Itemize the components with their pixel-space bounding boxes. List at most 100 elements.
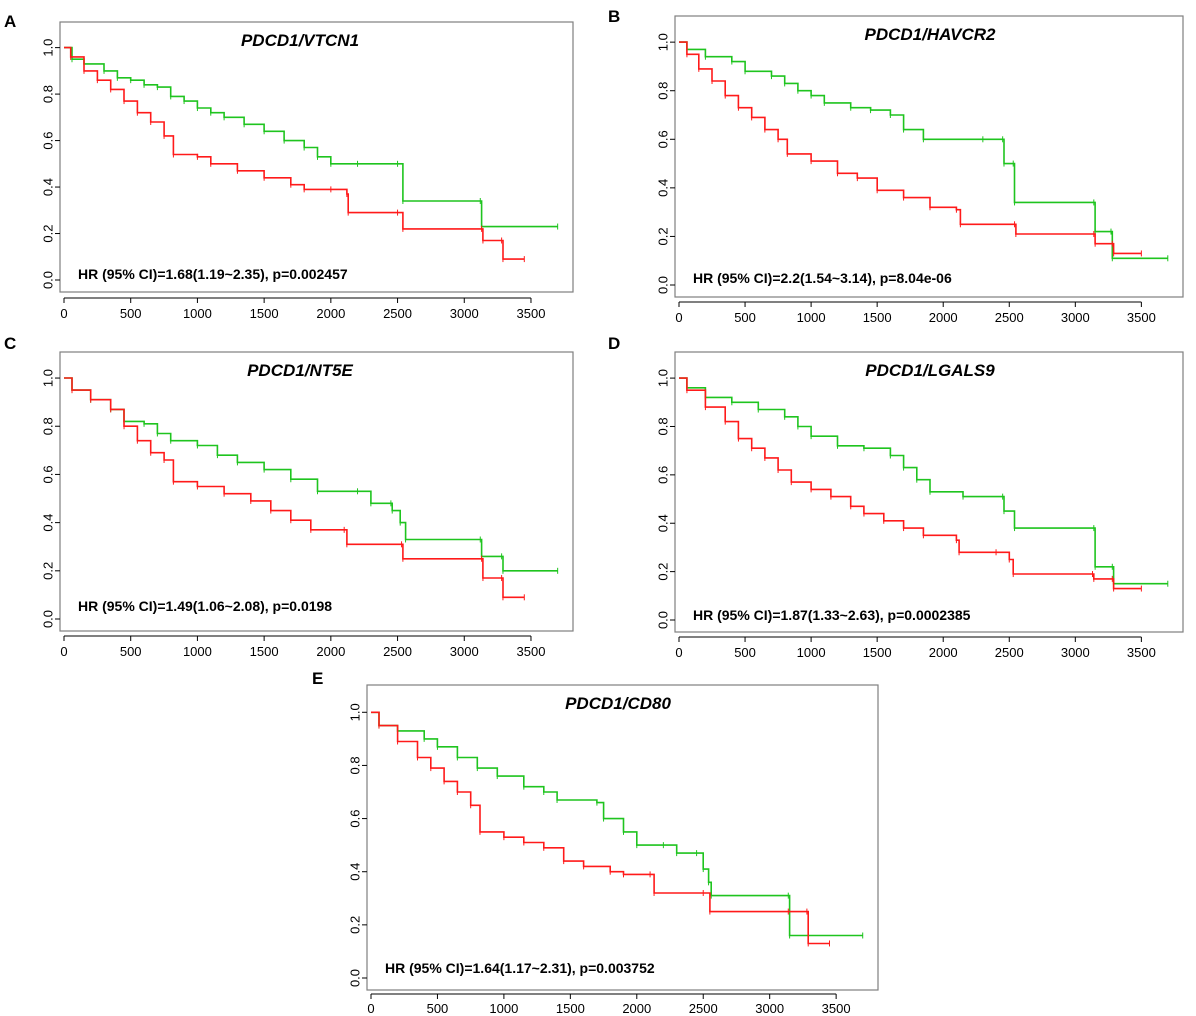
y-tick-label: 0.6 — [656, 130, 671, 148]
x-tick-label: 2000 — [316, 644, 345, 659]
y-tick-label: 1.0 — [41, 369, 56, 387]
y-tick-label: 0.2 — [656, 563, 671, 581]
x-tick-label: 1500 — [250, 644, 279, 659]
x-tick-label: 3500 — [517, 644, 546, 659]
plot-frame — [59, 21, 574, 293]
x-tick-label: 2000 — [929, 310, 958, 325]
y-tick-label: 0.0 — [656, 611, 671, 629]
y-tick-label: 0.6 — [348, 810, 363, 828]
y-tick-label: 0.0 — [348, 969, 363, 987]
x-tick-label: 500 — [427, 1001, 449, 1016]
y-tick-label: 0.2 — [348, 916, 363, 934]
y-tick-label: 0.8 — [656, 417, 671, 435]
y-tick-label: 0.2 — [656, 227, 671, 245]
x-tick-label: 0 — [60, 644, 67, 659]
y-tick-label: 0.0 — [41, 610, 56, 628]
x-tick-label: 2000 — [316, 306, 345, 321]
plot-title: PDCD1/NT5E — [247, 361, 353, 380]
x-tick-label: 3000 — [1061, 645, 1090, 660]
y-tick-label: 0.2 — [41, 224, 56, 242]
y-tick-label: 0.4 — [656, 179, 671, 197]
plot-title: PDCD1/HAVCR2 — [865, 25, 997, 44]
x-tick-label: 2500 — [995, 310, 1024, 325]
y-tick-label: 0.4 — [656, 514, 671, 532]
y-tick-label: 0.2 — [41, 562, 56, 580]
y-tick-label: 0.4 — [41, 178, 56, 196]
x-tick-label: 2500 — [689, 1001, 718, 1016]
x-tick-label: 1000 — [797, 645, 826, 660]
x-tick-label: 3500 — [822, 1001, 851, 1016]
x-tick-label: 1000 — [183, 306, 212, 321]
hr-annotation: HR (95% CI)=2.2(1.54~3.14), p=8.04e-06 — [693, 270, 952, 286]
panel-d: D PDCD1/LGALS9 0.0 0.2 0.4 0.6 0.8 1.0 0 500 1000 1… — [608, 334, 1184, 660]
y-tick-label: 1.0 — [656, 369, 671, 387]
x-tick-label: 1500 — [556, 1001, 585, 1016]
panel-letter: D — [608, 334, 620, 353]
hr-annotation: HR (95% CI)=1.87(1.33~2.63), p=0.0002385 — [693, 607, 971, 623]
x-tick-label: 2000 — [929, 645, 958, 660]
y-tick-label: 0.0 — [656, 276, 671, 294]
x-tick-label: 3500 — [1127, 310, 1156, 325]
hr-annotation: HR (95% CI)=1.49(1.06~2.08), p=0.0198 — [78, 598, 332, 614]
y-tick-label: 1.0 — [348, 703, 363, 721]
panel-a: A PDCD1/VTCN1 0.0 0.2 0.4 0.6 0.8 1.0 0 500 1000 15… — [4, 12, 574, 321]
plot-title: PDCD1/LGALS9 — [865, 361, 995, 380]
x-tick-label: 1500 — [250, 306, 279, 321]
x-tick-label: 1000 — [183, 644, 212, 659]
x-tick-label: 0 — [60, 306, 67, 321]
x-tick-label: 1000 — [797, 310, 826, 325]
y-tick-label: 0.8 — [656, 82, 671, 100]
panel-letter: C — [4, 334, 16, 353]
x-tick-label: 3000 — [1061, 310, 1090, 325]
plot-frame — [366, 684, 879, 991]
survival-curve-red — [64, 46, 525, 260]
x-tick-label: 500 — [734, 645, 756, 660]
x-tick-label: 1000 — [489, 1001, 518, 1016]
panel-e: E PDCD1/CD80 0.0 0.2 0.4 0.6 0.8 1.0 0 500 1000 150… — [312, 669, 879, 1016]
y-tick-label: 1.0 — [41, 39, 56, 57]
x-tick-label: 1500 — [863, 645, 892, 660]
x-tick-label: 2500 — [383, 306, 412, 321]
y-tick-label: 1.0 — [656, 33, 671, 51]
y-tick-label: 0.4 — [348, 863, 363, 881]
panel-letter: A — [4, 12, 16, 31]
y-tick-label: 0.8 — [41, 85, 56, 103]
panel-letter: B — [608, 7, 620, 26]
y-tick-label: 0.8 — [41, 417, 56, 435]
panel-c: C PDCD1/NT5E 0.0 0.2 0.4 0.6 0.8 1.0 0 500 1000 150… — [4, 334, 574, 659]
plot-title: PDCD1/CD80 — [565, 694, 671, 713]
y-tick-label: 0.6 — [656, 466, 671, 484]
y-tick-label: 0.6 — [41, 465, 56, 483]
x-tick-label: 0 — [367, 1001, 374, 1016]
y-tick-label: 0.6 — [41, 132, 56, 150]
survival-curve-red — [64, 377, 525, 599]
survival-curve-red — [679, 377, 1142, 590]
plot-frame — [674, 351, 1184, 633]
x-tick-label: 1500 — [863, 310, 892, 325]
x-tick-label: 3000 — [450, 306, 479, 321]
y-tick-label: 0.4 — [41, 514, 56, 532]
plot-frame — [674, 15, 1184, 298]
hr-annotation: HR (95% CI)=1.64(1.17~2.31), p=0.003752 — [385, 960, 655, 976]
panel-b: B PDCD1/HAVCR2 0.0 0.2 0.4 0.6 0.8 1.0 0 500 1000 1… — [608, 7, 1184, 325]
plot-frame — [59, 351, 574, 632]
y-tick-label: 0.0 — [41, 271, 56, 289]
x-tick-label: 500 — [120, 644, 142, 659]
x-tick-label: 500 — [120, 306, 142, 321]
x-tick-label: 500 — [734, 310, 756, 325]
x-tick-label: 3500 — [517, 306, 546, 321]
x-tick-label: 0 — [675, 310, 682, 325]
x-tick-label: 3000 — [450, 644, 479, 659]
x-tick-label: 0 — [675, 645, 682, 660]
hr-annotation: HR (95% CI)=1.68(1.19~2.35), p=0.002457 — [78, 266, 348, 282]
x-tick-label: 2500 — [995, 645, 1024, 660]
y-tick-label: 0.8 — [348, 756, 363, 774]
plot-title: PDCD1/VTCN1 — [241, 31, 359, 50]
x-tick-label: 2000 — [622, 1001, 651, 1016]
x-tick-label: 2500 — [383, 644, 412, 659]
panel-letter: E — [312, 669, 323, 688]
x-tick-label: 3000 — [755, 1001, 784, 1016]
survival-curve-red — [371, 711, 830, 945]
x-tick-label: 3500 — [1127, 645, 1156, 660]
